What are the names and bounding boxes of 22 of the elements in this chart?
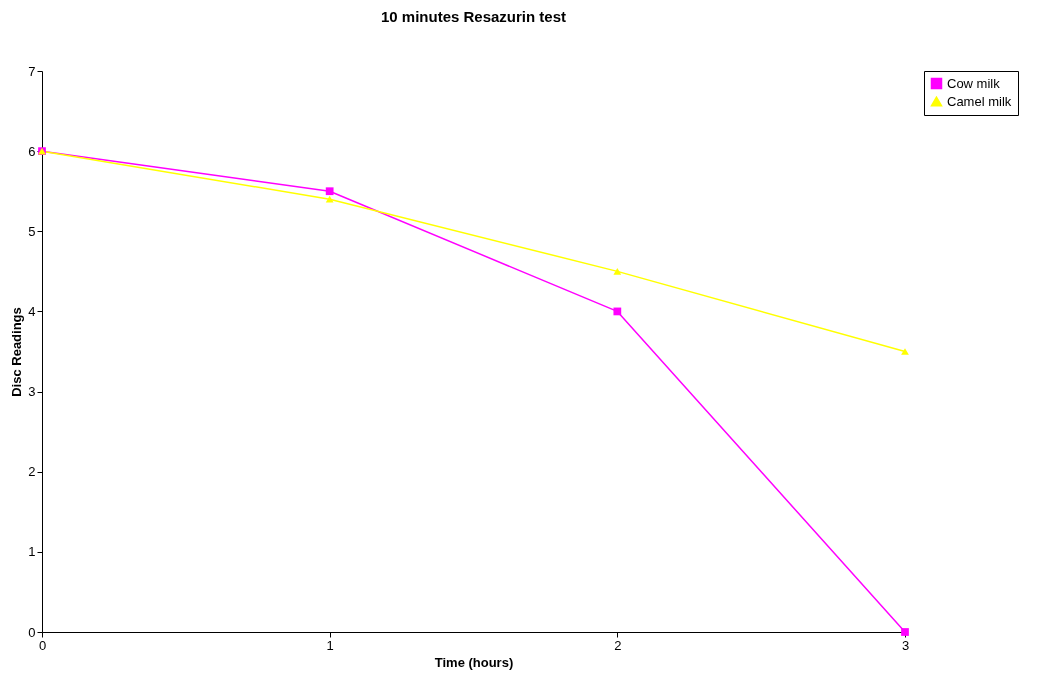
- y-tick-label: 0: [28, 624, 36, 640]
- y-tick-label: 4: [28, 303, 36, 319]
- y-axis-title: Disc Readings: [9, 307, 25, 397]
- y-tick-label: 6: [28, 143, 36, 159]
- point: [901, 348, 909, 355]
- y-tick-label: 1: [28, 544, 36, 560]
- y-tick-label: 3: [28, 384, 36, 400]
- x-tick-label: 3: [901, 637, 910, 653]
- point: [613, 268, 622, 275]
- point: [325, 187, 334, 196]
- legend-label: Cow milk: [947, 75, 1001, 91]
- point: [613, 307, 622, 316]
- x-tick-label: 1: [326, 637, 334, 653]
- x-tick-label: 0: [38, 637, 47, 653]
- y-tick-label: 7: [28, 63, 36, 79]
- x-axis-title: Time (hours): [434, 654, 514, 670]
- legend-label: Camel milk: [947, 93, 1012, 109]
- y-tick-label: 2: [28, 464, 36, 480]
- x-tick-label: 2: [614, 637, 622, 653]
- chart-title: 10 minutes Resazurin test: [380, 8, 567, 25]
- y-tick-label: 5: [28, 223, 36, 239]
- point: [325, 195, 334, 203]
